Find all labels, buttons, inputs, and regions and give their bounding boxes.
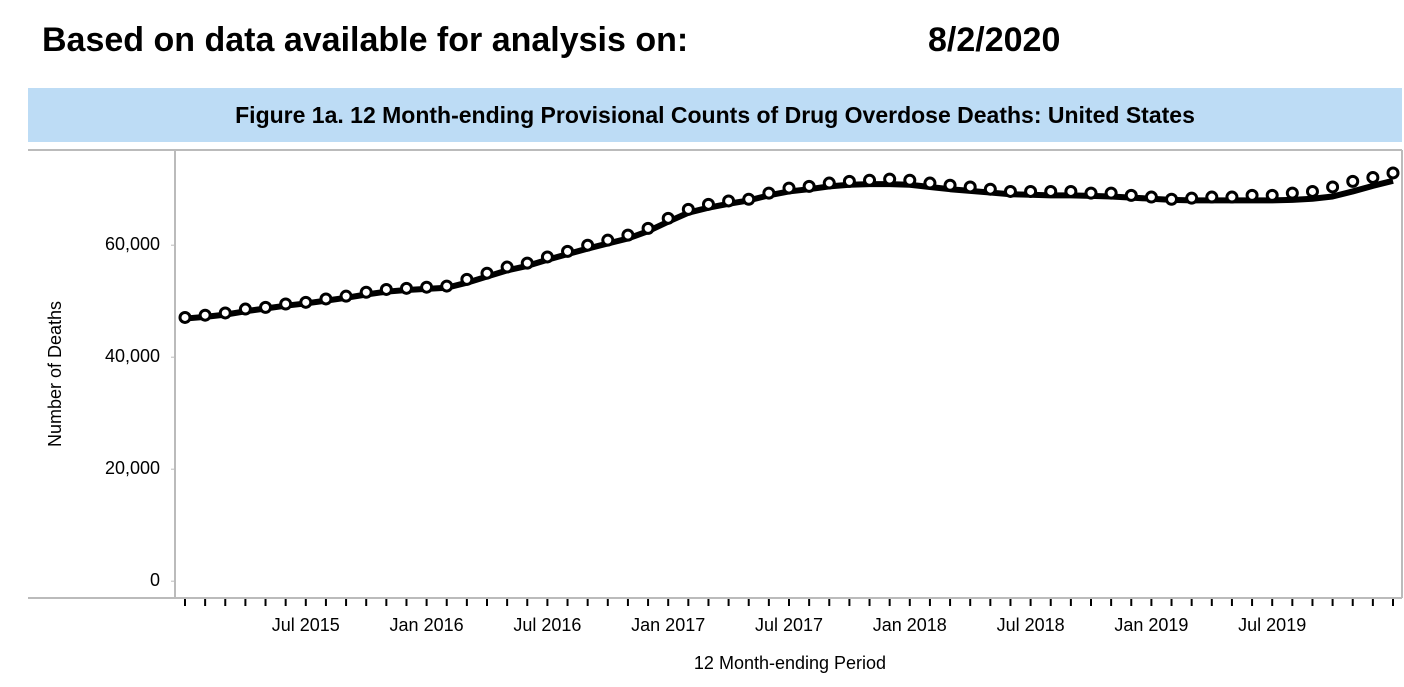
data-point	[943, 178, 957, 192]
data-point	[963, 180, 977, 194]
x-tick-label: Jan 2019	[1114, 615, 1188, 635]
data-point	[1124, 188, 1138, 202]
data-point	[1225, 190, 1239, 204]
data-point	[420, 280, 434, 294]
data-point	[883, 172, 897, 186]
data-point	[480, 266, 494, 280]
data-point	[279, 297, 293, 311]
data-point	[1285, 186, 1299, 200]
x-tick-label: Jul 2016	[513, 615, 581, 635]
data-point	[1144, 190, 1158, 204]
x-tick-label: Jul 2018	[997, 615, 1065, 635]
x-tick-label: Jul 2017	[755, 615, 823, 635]
data-point	[661, 211, 675, 225]
title-band	[28, 88, 1402, 142]
data-point	[822, 176, 836, 190]
data-point	[440, 279, 454, 293]
data-point	[359, 285, 373, 299]
data-point	[1185, 191, 1199, 205]
data-point	[1386, 166, 1400, 180]
y-axis-label: Number of Deaths	[45, 301, 65, 447]
data-point	[842, 174, 856, 188]
header-date: 8/2/2020	[928, 21, 1060, 59]
data-point	[379, 282, 393, 296]
data-point	[1165, 192, 1179, 206]
data-point	[238, 302, 252, 316]
data-point	[1366, 170, 1380, 184]
x-tick-label: Jul 2015	[272, 615, 340, 635]
data-point	[1305, 184, 1319, 198]
data-point	[399, 281, 413, 295]
chart-title: Figure 1a. 12 Month-ending Provisional C…	[235, 102, 1195, 128]
data-point	[1326, 180, 1340, 194]
data-point	[1084, 186, 1098, 200]
data-point	[923, 176, 937, 190]
data-point	[1346, 174, 1360, 188]
x-tick-label: Jul 2019	[1238, 615, 1306, 635]
data-point	[299, 295, 313, 309]
data-point	[581, 238, 595, 252]
data-point	[218, 306, 232, 320]
data-point	[259, 300, 273, 314]
header-label: Based on data available for analysis on:	[42, 21, 688, 59]
data-point	[561, 244, 575, 258]
data-point	[540, 250, 554, 264]
data-point	[601, 233, 615, 247]
data-point	[863, 173, 877, 187]
x-tick-label: Jan 2016	[390, 615, 464, 635]
data-point	[1245, 188, 1259, 202]
data-point	[1104, 186, 1118, 200]
data-point	[178, 310, 192, 324]
data-point	[500, 260, 514, 274]
y-tick-label: 20,000	[105, 458, 160, 478]
data-point	[802, 179, 816, 193]
data-point	[701, 197, 715, 211]
y-tick-label: 40,000	[105, 346, 160, 366]
data-point	[339, 289, 353, 303]
data-point	[1003, 184, 1017, 198]
data-point	[1064, 184, 1078, 198]
data-point	[742, 192, 756, 206]
data-point	[1265, 188, 1279, 202]
data-point	[1205, 190, 1219, 204]
data-point	[762, 186, 776, 200]
data-point	[903, 173, 917, 187]
data-point	[621, 228, 635, 242]
y-tick-label: 60,000	[105, 234, 160, 254]
data-point	[198, 308, 212, 322]
x-tick-label: Jan 2018	[873, 615, 947, 635]
data-point	[641, 221, 655, 235]
data-point	[319, 292, 333, 306]
data-point	[983, 182, 997, 196]
data-point	[782, 181, 796, 195]
data-point	[722, 194, 736, 208]
x-axis-label: 12 Month-ending Period	[694, 653, 886, 673]
data-point	[681, 202, 695, 216]
data-point	[1024, 184, 1038, 198]
data-point	[520, 256, 534, 270]
x-tick-label: Jan 2017	[631, 615, 705, 635]
y-tick-label: 0	[150, 570, 160, 590]
data-point	[460, 272, 474, 286]
data-point	[1044, 184, 1058, 198]
